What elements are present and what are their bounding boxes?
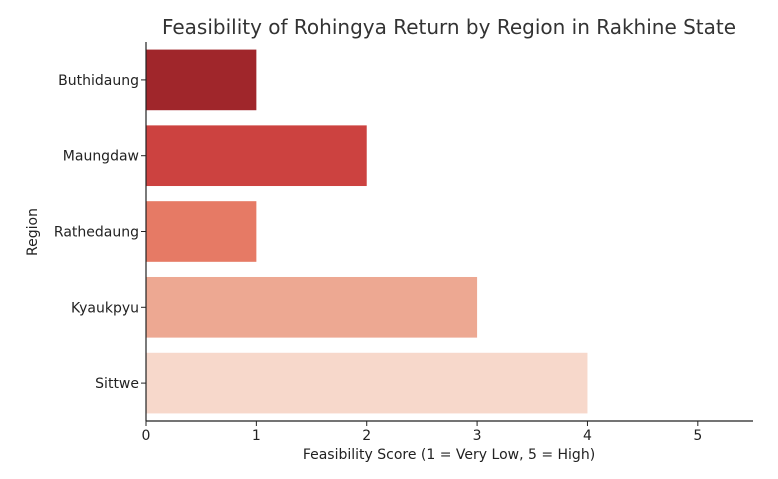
x-tick-labels: 0 1 2 3 4 5 — [142, 421, 702, 444]
x-tick-label: 2 — [362, 428, 371, 444]
bar-buthidaung — [146, 49, 257, 111]
bar-sittwe — [146, 352, 588, 414]
x-tick-label: 4 — [583, 428, 592, 444]
x-axis-label: Feasibility Score (1 = Very Low, 5 = Hig… — [303, 447, 595, 463]
bar-kyaukpyu — [146, 276, 478, 338]
y-tick-label: Rathedaung — [54, 225, 139, 241]
y-tick-labels: Buthidaung Maungdaw Rathedaung Kyaukpyu Sitt… — [54, 73, 146, 392]
x-tick-label: 0 — [142, 428, 151, 444]
y-tick-label: Buthidaung — [58, 73, 139, 89]
x-tick-label: 1 — [252, 428, 261, 444]
y-axis-label: Region — [25, 208, 41, 256]
bar-rathedaung — [146, 201, 257, 262]
bars-group — [146, 49, 588, 414]
y-tick-label: Sittwe — [95, 376, 139, 392]
x-tick-label: 5 — [693, 428, 702, 444]
x-tick-label: 3 — [473, 428, 482, 444]
y-tick-label: Maungdaw — [63, 149, 139, 165]
bar-maungdaw — [146, 125, 367, 187]
chart-title: Feasibility of Rohingya Return by Region… — [162, 15, 736, 39]
y-tick-label: Kyaukpyu — [71, 300, 139, 316]
